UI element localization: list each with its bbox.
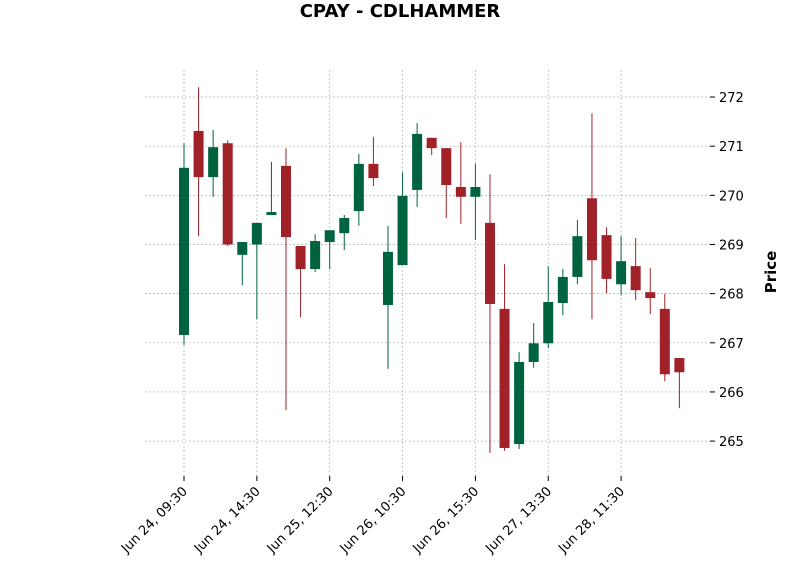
x-tick-label: Jun 26, 15:30 [410,484,483,557]
candle-body [310,241,321,270]
y-tick-label: 267 [719,337,744,352]
candle-body [441,148,452,186]
candle-body [426,137,437,149]
candle-body [266,212,277,215]
candle-body [674,358,685,373]
x-tick-label: Jun 27, 13:30 [482,484,555,557]
candle-body [179,167,189,335]
x-tick-label: Jun 24, 09:30 [118,484,191,557]
candle-body [193,130,204,178]
candle-body [484,222,495,304]
candle-body [586,198,597,261]
y-tick-label: 270 [719,189,744,204]
candle-body [208,147,219,178]
candle-body [397,195,408,266]
candle-body [601,235,612,279]
y-axis-label: Price [762,251,780,294]
x-tick-label: Jun 28, 11:30 [555,484,628,557]
x-tick-label: Jun 24, 14:30 [191,484,264,557]
candle-body [222,143,233,245]
candle-body [616,261,627,285]
y-tick-label: 271 [719,140,744,155]
candle-body [251,222,262,245]
candle-body [237,242,248,255]
candle-body [324,230,335,243]
candle-body [470,186,481,197]
x-tick-label: Jun 25, 12:30 [264,484,337,557]
y-tick-label: 265 [719,435,744,450]
candle-body [499,308,510,448]
candle-body [295,245,306,270]
y-tick-label: 268 [719,288,744,303]
candle-body [557,276,568,303]
candle-body [528,343,539,362]
candle-body [514,361,525,445]
candle-body [572,236,583,277]
y-tick-label: 269 [719,238,744,253]
y-tick-label: 272 [719,91,744,106]
candle-body [645,292,656,299]
candle-body [382,251,393,305]
candle-body [339,217,350,234]
candle-body [353,163,364,212]
candle-body [455,186,466,197]
candle-body [630,266,641,291]
x-tick-label: Jun 26, 10:30 [337,484,410,557]
y-tick-label: 266 [719,386,744,401]
candle-body [659,308,670,375]
candle-body [543,302,554,344]
candle-body [412,133,423,190]
candle-body [368,163,379,179]
chart-title: CPAY - CDLHAMMER [300,1,501,22]
candle-body [280,165,291,238]
